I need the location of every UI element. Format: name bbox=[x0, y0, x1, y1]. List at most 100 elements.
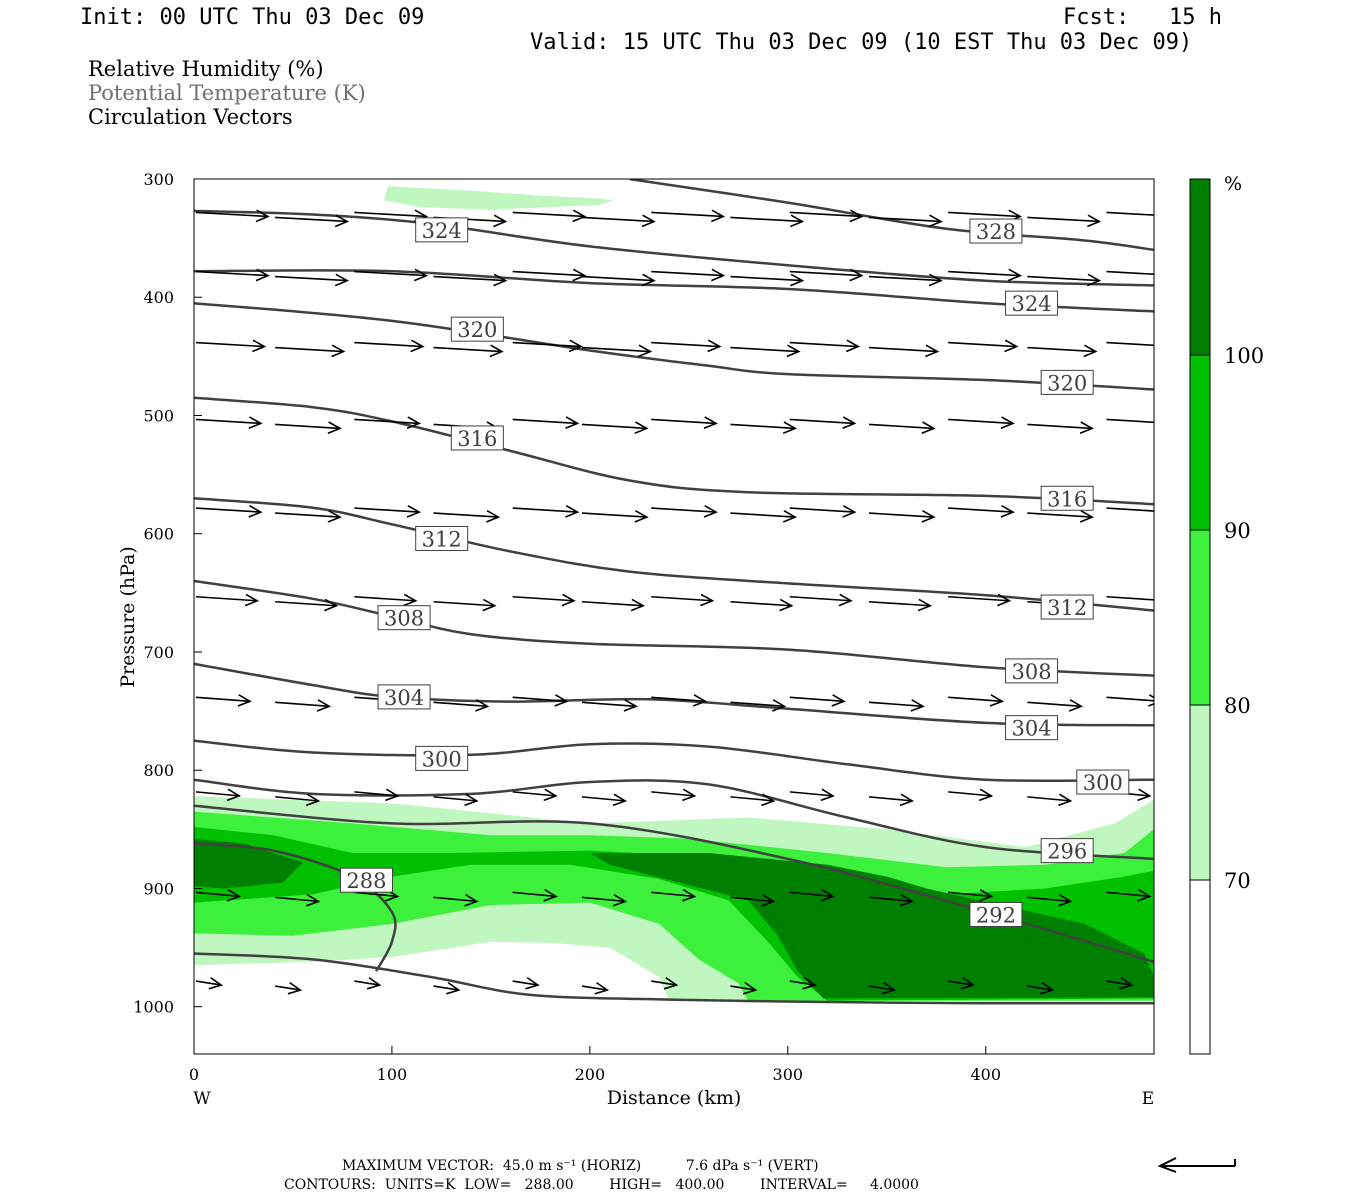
circulation-vector bbox=[275, 510, 342, 523]
circulation-vector bbox=[1027, 421, 1094, 435]
circulation-vector bbox=[195, 416, 263, 430]
svg-text:324: 324 bbox=[1011, 292, 1051, 316]
y-tick-label: 900 bbox=[143, 879, 174, 898]
x-tick-label: 0 bbox=[189, 1065, 199, 1084]
circulation-vector bbox=[789, 339, 861, 353]
circulation-vector bbox=[1106, 595, 1154, 601]
circulation-vector bbox=[354, 593, 418, 607]
circulation-vector bbox=[948, 416, 1015, 430]
theta-contour-layer bbox=[194, 179, 1154, 1005]
svg-text:320: 320 bbox=[1047, 371, 1087, 395]
svg-text:304: 304 bbox=[1011, 717, 1051, 741]
circulation-vector bbox=[433, 981, 461, 995]
circulation-vector bbox=[275, 793, 321, 807]
footer-max-vector: MAXIMUM VECTOR: 45.0 m s⁻¹ (HORIZ) 7.6 d… bbox=[342, 1158, 819, 1174]
circulation-vector bbox=[354, 339, 425, 353]
vector-layer bbox=[195, 209, 1154, 995]
circulation-vector bbox=[275, 699, 332, 712]
circulation-vector bbox=[1027, 510, 1094, 523]
y-tick-label: 400 bbox=[143, 288, 174, 307]
circulation-vector bbox=[730, 598, 794, 612]
circulation-vector bbox=[948, 788, 994, 802]
legend-theta: Potential Temperature (K) bbox=[88, 81, 366, 105]
theta-contour-312 bbox=[194, 497, 1154, 612]
svg-text:320: 320 bbox=[457, 318, 497, 342]
x-end-label-east: E bbox=[1142, 1089, 1154, 1109]
circulation-vector bbox=[581, 981, 610, 995]
axis-layer: 300 400 500 600 700 800 900 1000 0 100 200 300 400 bbox=[133, 170, 1001, 1084]
y-tick-label: 300 bbox=[143, 170, 174, 189]
y-tick-label: 1000 bbox=[133, 998, 174, 1017]
theta-label: 300 bbox=[415, 745, 469, 771]
colorbar-level-label: 100 bbox=[1224, 344, 1264, 368]
y-tick-label: 600 bbox=[143, 525, 174, 544]
circulation-vector bbox=[195, 889, 242, 902]
circulation-vector bbox=[433, 699, 490, 712]
circulation-vector bbox=[868, 894, 915, 907]
circulation-vector bbox=[868, 510, 936, 523]
svg-text:316: 316 bbox=[1047, 487, 1087, 511]
theta-contour-324 bbox=[194, 209, 1154, 287]
theta-label: 312 bbox=[415, 525, 469, 551]
circulation-vector bbox=[868, 598, 933, 612]
circulation-vector bbox=[354, 788, 400, 802]
rh-region-100 bbox=[194, 838, 303, 889]
circulation-vector bbox=[730, 421, 798, 435]
circulation-vector bbox=[948, 505, 1015, 518]
svg-text:316: 316 bbox=[457, 427, 497, 451]
circulation-vector bbox=[1027, 214, 1102, 228]
circulation-vector bbox=[1106, 976, 1134, 990]
y-tick-label: 700 bbox=[143, 643, 174, 662]
theta-contour-320 bbox=[194, 301, 1154, 391]
circulation-vector bbox=[1027, 981, 1055, 995]
theta-label: 308 bbox=[1005, 658, 1059, 684]
circulation-vector bbox=[512, 788, 558, 802]
theta-contour-296 bbox=[194, 778, 1154, 861]
circulation-vector bbox=[512, 268, 587, 282]
circulation-vector bbox=[948, 593, 1012, 607]
circulation-vector bbox=[354, 416, 422, 430]
circulation-vector bbox=[512, 593, 576, 607]
svg-text:308: 308 bbox=[1011, 660, 1051, 684]
svg-text:304: 304 bbox=[384, 686, 424, 710]
theta-contour-300 bbox=[194, 739, 1154, 783]
theta-label: 292 bbox=[969, 901, 1023, 927]
circulation-vector bbox=[789, 788, 835, 802]
circulation-vector bbox=[512, 339, 583, 353]
circulation-vector bbox=[195, 694, 252, 707]
circulation-vector bbox=[512, 416, 580, 430]
valid-time: Valid: 15 UTC Thu 03 Dec 09 (10 EST Thu … bbox=[530, 30, 1193, 55]
svg-text:300: 300 bbox=[1083, 771, 1123, 795]
circulation-vector bbox=[868, 214, 943, 228]
circulation-vector bbox=[275, 273, 350, 287]
x-end-label-west: W bbox=[193, 1089, 211, 1109]
rh-region-100 bbox=[589, 853, 1154, 999]
circulation-vector bbox=[789, 976, 817, 990]
circulation-vector bbox=[651, 209, 726, 223]
circulation-vector bbox=[651, 593, 715, 607]
theta-contour-304 bbox=[194, 662, 1154, 727]
svg-text:300: 300 bbox=[422, 747, 462, 771]
circulation-vector bbox=[1027, 699, 1084, 712]
circulation-vector bbox=[948, 889, 994, 902]
circulation-vector bbox=[789, 209, 864, 223]
svg-text:324: 324 bbox=[422, 219, 462, 243]
forecast-hour: Fcst: 15 h bbox=[1063, 5, 1222, 30]
colorbar-band bbox=[1190, 530, 1210, 705]
circulation-vector bbox=[651, 339, 722, 353]
x-axis-label: Distance (km) bbox=[607, 1087, 742, 1109]
circulation-vector bbox=[512, 976, 540, 990]
theta-label: 316 bbox=[1040, 485, 1094, 511]
circulation-vector bbox=[195, 593, 260, 607]
circulation-vector bbox=[789, 505, 857, 518]
circulation-vector bbox=[275, 344, 346, 358]
theta-label: 316 bbox=[450, 425, 504, 451]
circulation-vector bbox=[581, 699, 638, 712]
circulation-vector bbox=[433, 598, 497, 612]
circulation-vector bbox=[730, 894, 776, 907]
circulation-vector bbox=[433, 273, 508, 287]
circulation-vector bbox=[1106, 507, 1154, 512]
colorbar-band bbox=[1190, 179, 1210, 355]
circulation-vector bbox=[948, 694, 1005, 707]
circulation-vector bbox=[275, 421, 342, 435]
